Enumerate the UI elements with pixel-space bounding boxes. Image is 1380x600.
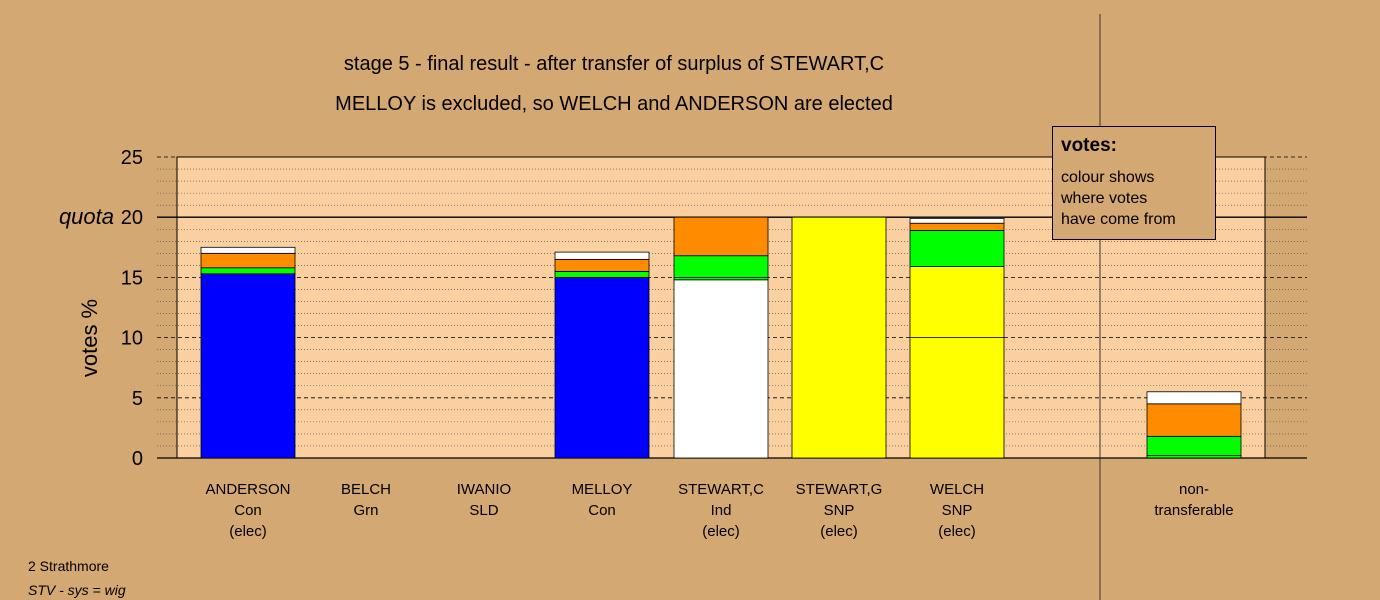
x-tick-label-welch: (elec) xyxy=(938,523,976,540)
bar-nontransferable-segment xyxy=(1146,435,1242,456)
legend-box: votes: colour shows where votes have com… xyxy=(1052,126,1216,240)
y-axis-label: votes % xyxy=(77,298,102,378)
bar-stewartc-segment xyxy=(673,216,769,257)
y-tick-label: 20 xyxy=(121,207,143,229)
x-tick-label-anderson: Con xyxy=(234,502,262,519)
legend-line-1: colour shows xyxy=(1061,169,1155,186)
legend-line-3: have come from xyxy=(1061,211,1176,228)
x-tick-label-melloy: MELLOY xyxy=(572,481,633,498)
bar-melloy-segment xyxy=(554,258,650,272)
x-tick-label-belch: BELCH xyxy=(341,481,391,498)
x-tick-label-stewartg: STEWART,G xyxy=(796,481,883,498)
x-tick-label-belch: Grn xyxy=(353,502,378,519)
x-tick-label-stewartc: STEWART,C xyxy=(678,481,764,498)
y-tick-label: 5 xyxy=(132,388,143,410)
bar-welch-segment xyxy=(909,222,1005,231)
x-tick-label-stewartg: SNP xyxy=(824,502,855,519)
legend-line-2: where votes xyxy=(1061,190,1148,207)
x-tick-label-iwanio: SLD xyxy=(469,502,498,519)
y-tick-label: 10 xyxy=(121,328,143,350)
constituency-label: 2 Strathmore xyxy=(28,558,109,574)
bar-melloy-segment xyxy=(554,251,650,260)
bar-anderson-segment xyxy=(200,267,296,275)
bar-anderson-segment xyxy=(200,252,296,269)
bar-nontransferable-segment xyxy=(1146,403,1242,437)
x-tick-label-stewartg: (elec) xyxy=(820,523,858,540)
x-tick-label-iwanio: IWANIO xyxy=(457,481,511,498)
bar-stewartc-segment xyxy=(673,279,769,459)
y-tick-label: 25 xyxy=(121,147,143,169)
x-tick-label-anderson: ANDERSON xyxy=(205,481,290,498)
chart-subtitle: MELLOY is excluded, so WELCH and ANDERSO… xyxy=(335,93,893,115)
bar-melloy-segment xyxy=(554,270,650,278)
y-tick-label: 0 xyxy=(132,448,143,470)
bar-welch-segment xyxy=(909,337,1005,459)
bar-stewartc-segment xyxy=(673,255,769,278)
legend-heading: votes: xyxy=(1061,135,1117,156)
x-tick-label-stewartc: Ind xyxy=(711,502,732,519)
bar-melloy-segment xyxy=(554,276,650,459)
system-label: STV - sys = wig xyxy=(28,582,126,598)
x-tick-label-anderson: (elec) xyxy=(229,523,267,540)
x-tick-label-stewartc: (elec) xyxy=(702,523,740,540)
chart-title: stage 5 - final result - after transfer … xyxy=(343,53,885,75)
x-tick-label-nontransferable: non- xyxy=(1179,481,1209,498)
y-tick-label: 15 xyxy=(121,267,143,289)
x-tick-label-welch: WELCH xyxy=(930,481,984,498)
bar-stewartg-segment xyxy=(791,216,887,459)
x-tick-label-welch: SNP xyxy=(942,502,973,519)
x-tick-label-nontransferable: transferable xyxy=(1154,502,1233,519)
bar-anderson-segment xyxy=(200,246,296,254)
bar-welch-segment xyxy=(909,230,1005,267)
bar-welch-segment xyxy=(909,218,1005,224)
bar-welch-segment xyxy=(909,266,1005,338)
x-tick-label-melloy: Con xyxy=(588,502,616,519)
quota-label: quota xyxy=(59,204,114,229)
bar-anderson-segment xyxy=(200,273,296,459)
bar-nontransferable-segment xyxy=(1146,391,1242,405)
